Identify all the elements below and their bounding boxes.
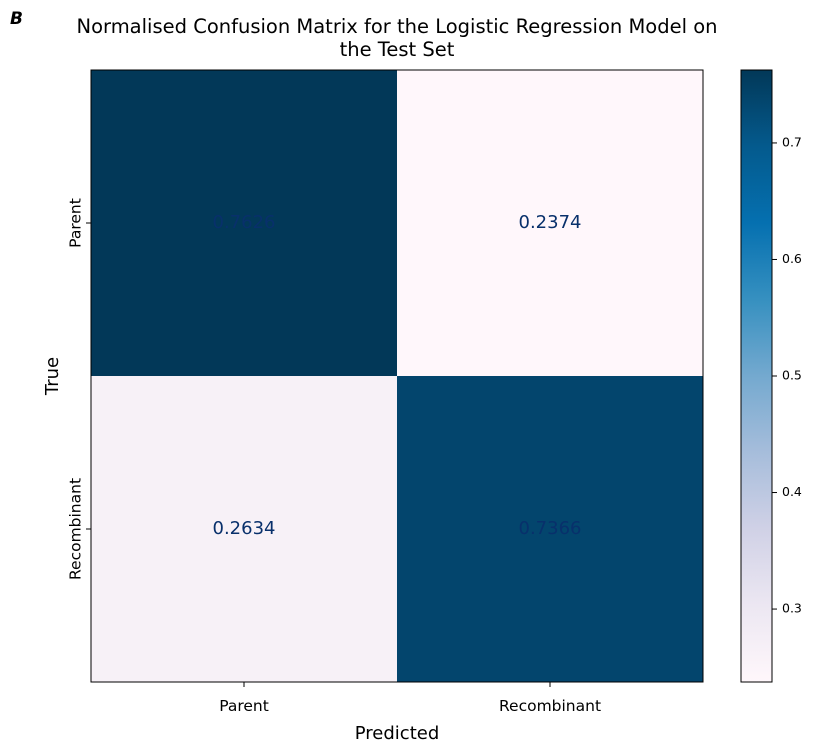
colorbar-tick-label-0: 0.3 [782,601,802,616]
panel-label: B [10,9,23,29]
x-axis-ticks: Parent Recombinant [219,682,601,715]
heatmap-cell-1-0 [91,376,397,682]
heatmap-cell-1-1 [397,376,703,682]
cell-value-label-1-1: 0.7366 [519,518,582,539]
chart-title-line-2: the Test Set [340,38,455,61]
colorbar-tick-label-3: 0.6 [782,251,802,266]
colorbar-tick-label-4: 0.7 [782,134,802,149]
colorbar-tick-label-1: 0.4 [782,484,802,499]
heatmap-cell-0-1 [397,70,703,376]
colorbar-tick-label-2: 0.5 [782,368,802,383]
plot-frame [90,69,704,683]
x-tick-label-0: Parent [219,697,269,715]
colorbar [740,69,773,683]
x-tick-label-1: Recombinant [499,697,601,715]
y-axis-ticks: Parent Recombinant [67,198,91,580]
heatmap-cells [91,70,703,682]
cell-value-label-0-1: 0.2374 [519,212,582,233]
chart-title-line-1: Normalised Confusion Matrix for the Logi… [77,15,718,38]
colorbar-ticks: 0.3 0.4 0.5 0.6 0.7 [772,134,802,616]
x-axis-label: Predicted [355,723,440,744]
y-tick-label-0: Parent [67,198,85,248]
cell-value-label-1-0: 0.2634 [213,518,276,539]
heatmap-cell-0-0 [91,70,397,376]
heatmap-cell-labels: 0.7626 0.2374 0.2634 0.7366 [213,212,582,539]
cell-value-label-0-0: 0.7626 [213,212,276,233]
y-tick-label-1: Recombinant [67,478,85,580]
y-axis-label: True [42,357,63,396]
